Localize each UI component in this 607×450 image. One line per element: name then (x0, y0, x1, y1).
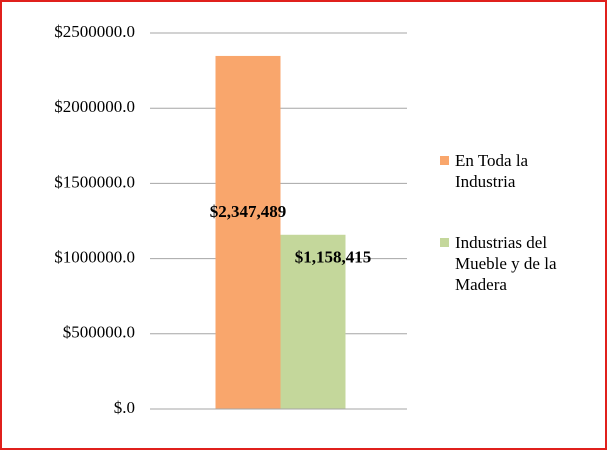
y-tick-label: $.0 (114, 398, 135, 417)
legend-entry: Industrias del Mueble y de la Madera (440, 232, 590, 295)
bar (280, 234, 346, 409)
y-tick-label: $1000000.0 (54, 248, 135, 267)
y-tick-label: $1500000.0 (54, 172, 135, 191)
legend-label: En Toda la Industria (455, 151, 529, 191)
legend-swatch (440, 238, 449, 247)
legend-entry: En Toda la Industria (440, 150, 590, 192)
legend-swatch (440, 156, 449, 165)
y-tick-label: $500000.0 (63, 323, 135, 342)
y-tick-label: $2500000.0 (54, 22, 135, 41)
legend-label: Industrias del Mueble y de la Madera (455, 233, 557, 294)
data-label: $1,158,415 (295, 248, 372, 267)
data-label: $2,347,489 (210, 202, 287, 221)
y-tick-label: $2000000.0 (54, 97, 135, 116)
bar (215, 55, 281, 409)
